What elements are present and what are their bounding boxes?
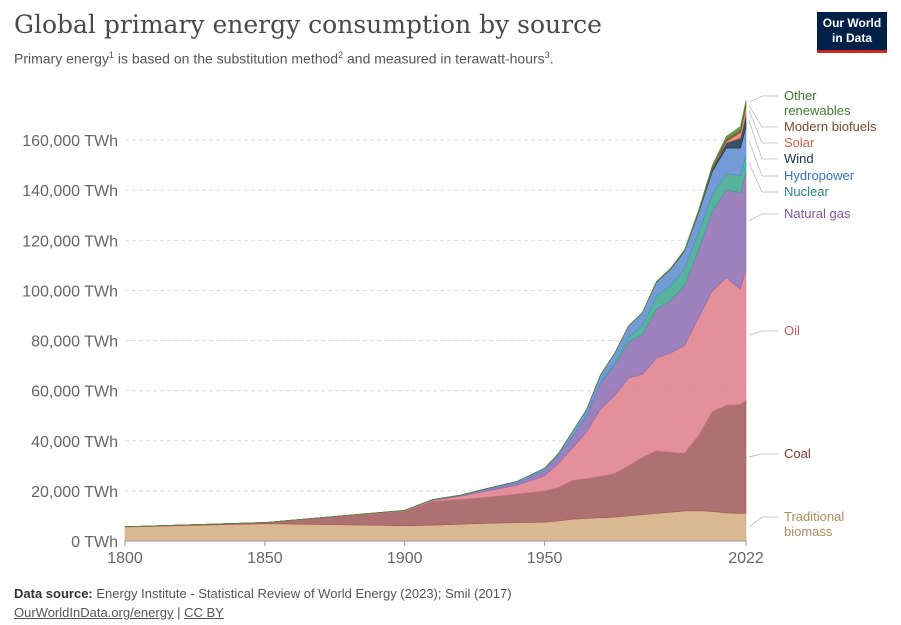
logo-accent-bar — [817, 50, 887, 53]
y-tick-label: 0 TWh — [71, 534, 118, 551]
leader-line-modern-biofuels — [748, 105, 778, 128]
y-tick-label: 60,000 TWh — [31, 384, 118, 401]
subtitle-part: is based on the substitution method — [113, 50, 339, 67]
data-source-text: Energy Institute - Statistical Review of… — [92, 586, 512, 601]
legend-label-text: Solar — [784, 135, 815, 150]
legend-label-other-renewables: Other renewables — [784, 88, 851, 118]
chart-subtitle: Primary energy1 is based on the substitu… — [14, 50, 554, 67]
legend-label-nuclear: Nuclear — [784, 184, 829, 199]
legend-label-text: Traditional — [784, 509, 844, 524]
footnote-1: 1 — [108, 50, 114, 60]
logo-line-1: Our World — [822, 16, 882, 30]
y-tick-label: 160,000 TWh — [22, 133, 118, 150]
license-link[interactable]: CC BY — [184, 605, 224, 620]
legend-label-text: biomass — [784, 524, 833, 539]
subtitle-part: Primary energy — [14, 50, 109, 67]
license-line: OurWorldInData.org/energy | CC BY — [14, 603, 512, 622]
leader-line-other-renewables — [748, 95, 778, 103]
leader-line-coal — [748, 453, 778, 458]
leader-line-hydropower — [748, 140, 778, 177]
legend-label-hydropower: Hydropower — [784, 168, 855, 183]
legend-label-coal: Coal — [784, 446, 811, 461]
leader-line-traditional-biomass — [748, 516, 778, 528]
footnote-3: 3 — [544, 50, 550, 60]
x-tick-label: 1850 — [247, 550, 283, 567]
y-tick-label: 20,000 TWh — [31, 484, 118, 501]
legend-label-modern-biofuels: Modern biofuels — [784, 119, 877, 134]
legend-label-text: Other — [784, 88, 817, 103]
legend-label-text: Oil — [784, 323, 800, 338]
x-tick-label: 1900 — [387, 550, 423, 567]
data-source-label: Data source: — [14, 586, 93, 601]
legend-label-solar: Solar — [784, 135, 815, 150]
legend-label-text: Modern biofuels — [784, 119, 877, 134]
leader-line-wind — [748, 120, 778, 160]
legend-label-text: Coal — [784, 446, 811, 461]
owid-logo[interactable]: Our World in Data — [817, 12, 887, 53]
footnote-2: 2 — [338, 50, 344, 60]
leader-line-natural-gas — [748, 213, 778, 222]
y-tick-label: 40,000 TWh — [31, 434, 118, 451]
legend-label-oil: Oil — [784, 323, 800, 338]
chart-footer: Data source: Energy Institute - Statisti… — [14, 584, 512, 622]
leader-line-oil — [748, 330, 778, 336]
leader-line-solar — [748, 110, 778, 144]
legend-label-natural-gas: Natural gas — [784, 206, 851, 221]
footer-separator: | — [173, 605, 185, 620]
legend-label-text: Natural gas — [784, 206, 851, 221]
subtitle-part: . — [549, 50, 554, 67]
y-tick-label: 140,000 TWh — [22, 183, 118, 200]
x-tick-label: 1800 — [107, 550, 143, 567]
legend-label-text: Wind — [784, 151, 814, 166]
y-tick-label: 100,000 TWh — [22, 283, 118, 300]
leader-line-nuclear — [748, 162, 778, 193]
legend-label-text: renewables — [784, 103, 851, 118]
logo-line-2: in Data — [831, 31, 872, 45]
legend-label-wind: Wind — [784, 151, 814, 166]
legend-label-traditional-biomass: Traditional biomass — [784, 509, 844, 539]
legend-label-text: Hydropower — [784, 168, 855, 183]
subtitle-part: and measured in terawatt-hours — [343, 50, 545, 67]
y-tick-label: 80,000 TWh — [31, 334, 118, 351]
area-other-renewables — [124, 100, 747, 527]
x-tick-label: 2022 — [728, 550, 764, 567]
legend-label-text: Nuclear — [784, 184, 829, 199]
y-tick-label: 120,000 TWh — [22, 233, 118, 250]
source-link[interactable]: OurWorldInData.org/energy — [14, 605, 174, 620]
chart-title: Global primary energy consumption by sou… — [14, 10, 602, 39]
x-tick-label: 1950 — [527, 550, 563, 567]
data-source-line: Data source: Energy Institute - Statisti… — [14, 584, 512, 603]
